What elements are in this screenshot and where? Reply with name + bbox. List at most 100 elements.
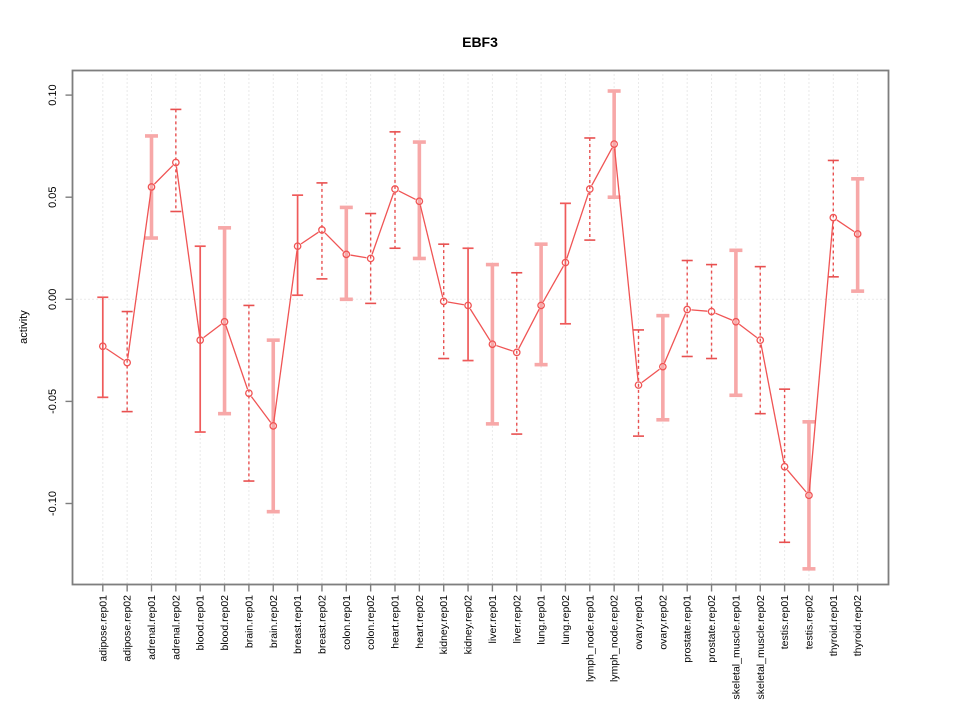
x-tick-label: skeletal_muscle.rep01 bbox=[730, 595, 742, 700]
x-tick-label: lung.rep02 bbox=[560, 595, 572, 645]
series-line-segment bbox=[203, 323, 222, 339]
series-line-segment bbox=[350, 254, 367, 259]
plot-border bbox=[71, 69, 890, 586]
series-line-segment bbox=[419, 205, 444, 298]
x-tick-label: lung.rep01 bbox=[536, 595, 548, 645]
x-tick-label: prostate.rep02 bbox=[706, 595, 718, 663]
x-tick-label: brain.rep02 bbox=[268, 595, 280, 648]
chart-title: EBF3 bbox=[462, 34, 498, 50]
series-line-segment bbox=[371, 192, 395, 255]
series-line-segment bbox=[496, 344, 513, 352]
x-tick-label: skeletal_muscle.rep02 bbox=[755, 595, 767, 700]
x-tick-label: colon.rep01 bbox=[341, 595, 353, 650]
y-tick-label: -0.05 bbox=[47, 389, 59, 414]
x-tick-label: prostate.rep01 bbox=[682, 595, 694, 663]
data-point-marker bbox=[610, 140, 619, 148]
data-point-marker bbox=[172, 158, 180, 167]
data-point-marker bbox=[707, 307, 716, 316]
data-point-marker bbox=[366, 254, 375, 263]
x-tick-label: kidney.rep01 bbox=[438, 595, 450, 655]
x-tick-label: ovary.rep01 bbox=[633, 595, 645, 650]
x-tick-label: brain.rep01 bbox=[243, 595, 255, 648]
data-point-marker bbox=[732, 317, 740, 326]
x-tick-label: liver.rep02 bbox=[511, 595, 523, 644]
data-point-marker bbox=[658, 362, 667, 371]
data-point-marker bbox=[561, 258, 570, 267]
x-tick-label: colon.rep02 bbox=[365, 595, 377, 650]
series-line-segment bbox=[153, 165, 174, 185]
data-point-marker bbox=[537, 301, 545, 310]
y-tick-label: 0.00 bbox=[47, 289, 59, 310]
x-tick-label: thyroid.rep01 bbox=[828, 595, 840, 656]
x-tick-label: testis.rep01 bbox=[779, 595, 791, 649]
series-line-segment bbox=[225, 325, 249, 390]
x-tick-label: adipose.rep02 bbox=[122, 595, 134, 662]
y-tick-label: 0.05 bbox=[47, 186, 59, 207]
data-point-marker bbox=[98, 342, 107, 351]
series-line-segment bbox=[300, 231, 319, 245]
series-line-segment bbox=[760, 344, 785, 463]
x-tick-label: liver.rep01 bbox=[487, 595, 499, 644]
x-tick-label: blood.rep02 bbox=[219, 595, 231, 651]
data-point-marker bbox=[439, 297, 448, 306]
data-point-marker bbox=[342, 250, 351, 259]
y-tick-label: -0.10 bbox=[47, 491, 59, 516]
x-tick-label: breast.rep01 bbox=[292, 595, 304, 654]
series-line-segment bbox=[398, 190, 416, 200]
series-line-segment bbox=[641, 368, 660, 384]
data-point-marker bbox=[196, 336, 205, 344]
data-point-marker bbox=[147, 183, 156, 191]
series-line-segment bbox=[663, 313, 687, 364]
data-point-marker bbox=[391, 185, 399, 193]
data-point-marker bbox=[123, 358, 132, 367]
data-point-marker bbox=[415, 197, 424, 206]
x-tick-label: lymph_node.rep01 bbox=[584, 595, 596, 682]
x-tick-label: adrenal.rep01 bbox=[146, 595, 158, 660]
x-tick-label: breast.rep02 bbox=[316, 595, 328, 654]
data-point-marker bbox=[780, 462, 789, 471]
data-point-marker bbox=[318, 226, 326, 234]
x-tick-label: adipose.rep01 bbox=[97, 595, 109, 662]
series-line-segment bbox=[808, 221, 834, 492]
data-point-marker bbox=[634, 381, 643, 389]
x-tick-label: kidney.rep02 bbox=[463, 595, 475, 655]
series-line-segment bbox=[566, 192, 590, 259]
data-point-marker bbox=[829, 213, 838, 222]
data-point-marker bbox=[220, 317, 229, 326]
series-line-segment bbox=[691, 309, 708, 312]
x-tick-label: adrenal.rep02 bbox=[170, 595, 182, 660]
data-point-marker bbox=[245, 389, 253, 398]
x-tick-label: ovary.rep02 bbox=[657, 595, 669, 650]
series-line-segment bbox=[715, 312, 733, 321]
data-point-marker bbox=[488, 340, 497, 349]
data-point-marker bbox=[853, 230, 862, 238]
series-line-segment bbox=[613, 148, 639, 381]
series-line-segment bbox=[542, 265, 564, 303]
series-line-segment bbox=[105, 348, 125, 361]
y-tick-label: 0.10 bbox=[47, 84, 59, 105]
data-point-marker bbox=[756, 336, 765, 344]
series-line-segment bbox=[324, 232, 344, 252]
series-line-segment bbox=[786, 469, 807, 493]
x-tick-label: blood.rep01 bbox=[195, 595, 207, 651]
series-line-segment bbox=[127, 191, 152, 359]
series-line-segment bbox=[447, 301, 465, 306]
data-point-marker bbox=[805, 491, 813, 500]
series-line-segment bbox=[591, 147, 613, 186]
x-tick-label: thyroid.rep02 bbox=[852, 595, 864, 656]
x-tick-label: heart.rep01 bbox=[390, 595, 402, 649]
data-point-marker bbox=[585, 185, 594, 193]
series-line-segment bbox=[518, 308, 540, 349]
series-line-segment bbox=[738, 323, 758, 339]
data-point-marker bbox=[683, 305, 692, 314]
x-tick-label: heart.rep02 bbox=[414, 595, 426, 649]
series-line-segment bbox=[175, 166, 201, 337]
data-point-marker bbox=[512, 348, 521, 357]
series-line-segment bbox=[836, 219, 855, 233]
series-line-segment bbox=[273, 250, 298, 422]
data-point-marker bbox=[464, 301, 472, 310]
data-point-marker bbox=[269, 422, 278, 430]
data-point-marker bbox=[293, 242, 302, 251]
